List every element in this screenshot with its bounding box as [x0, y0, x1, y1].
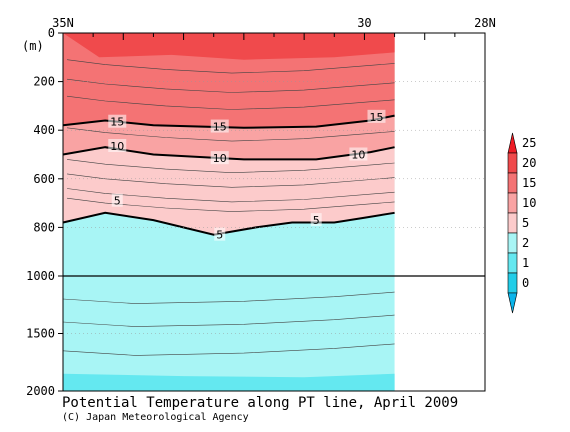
contour-label-bg	[210, 151, 229, 165]
colorbar-label: 0	[522, 276, 529, 290]
y-tick-label: 2000	[26, 384, 55, 398]
contour-thin-line	[66, 159, 395, 174]
colorbar-cap-top	[507, 132, 518, 154]
contour-label-bg	[349, 147, 368, 161]
colorbar-swatch	[507, 252, 518, 274]
contour-label: 10	[351, 149, 365, 162]
colorbar-swatch	[507, 152, 518, 174]
colorbar-swatch	[507, 212, 518, 234]
fill-band-20-25	[63, 33, 395, 60]
y-tick-label: 600	[33, 172, 55, 186]
credit-text: (C) Japan Meteorological Agency	[62, 412, 249, 423]
contour-label: 5	[114, 195, 121, 208]
contour-label: 15	[110, 116, 124, 129]
contour-label-bg	[108, 138, 127, 152]
contour-label: 15	[369, 111, 383, 124]
contour-label-bg	[367, 109, 386, 123]
x-tick-label: 30	[357, 16, 371, 30]
y-tick-label: 1000	[26, 269, 55, 283]
colorbar-label: 10	[522, 196, 536, 210]
contour-label: 5	[313, 214, 320, 227]
chart-title: Potential Temperature along PT line, Apr…	[62, 395, 459, 411]
x-tick-label: 28N	[474, 16, 496, 30]
y-tick-label: 1500	[26, 327, 55, 341]
contour-thin-line	[62, 314, 395, 327]
x-axis: 35N 30 28N	[52, 16, 496, 40]
contour-label: 10	[213, 152, 227, 165]
contour-label-bg	[310, 213, 322, 227]
contour-label: 15	[213, 121, 227, 134]
contour-label: 10	[110, 140, 124, 153]
contour-line-10	[62, 146, 395, 161]
y-tick-label: 400	[33, 123, 55, 137]
contour-thin-line	[66, 173, 395, 188]
y-tick-label: 800	[33, 220, 55, 234]
colorbar-swatch	[507, 232, 518, 254]
contour-label-bg	[214, 227, 226, 241]
contour-label-bg	[111, 193, 123, 207]
x-tick-label: 35N	[52, 16, 74, 30]
colorbar-label: 20	[522, 156, 536, 170]
colorbar-label: 1	[522, 256, 529, 270]
contour-label-bg	[108, 114, 127, 128]
contour-thin-line	[66, 78, 395, 93]
y-tick-label: 200	[33, 75, 55, 89]
colorbar-swatch	[507, 192, 518, 214]
colorbar-swatch	[507, 272, 518, 294]
y-tick-label: 0	[48, 26, 55, 40]
contour-thin-line	[66, 197, 395, 212]
contour-thin-line	[66, 59, 395, 74]
contour-label-layer: 15 15 15 10 10 10 5 5 5	[108, 109, 386, 242]
contour-label: 5	[216, 229, 223, 242]
contour-thin-line	[62, 291, 395, 304]
y-axis: 0 200 400 600 800 1000 1500 2000 (m)	[22, 26, 63, 398]
colorbar-swatch	[507, 172, 518, 194]
contour-thin-line	[66, 188, 395, 203]
contour-thin-line	[66, 95, 395, 110]
colorbar-cap-bottom	[507, 292, 518, 314]
colorbar-label: 5	[522, 216, 529, 230]
colorbar-label: 2	[522, 236, 529, 250]
contour-thin-line	[62, 343, 395, 356]
fill-band-1-2	[63, 373, 395, 391]
contour-label-bg	[210, 119, 229, 133]
colorbar-label: 15	[522, 176, 536, 190]
contour-thin-line	[66, 127, 395, 142]
colorbar-label: 25	[522, 136, 536, 150]
y-axis-unit: (m)	[22, 39, 44, 53]
